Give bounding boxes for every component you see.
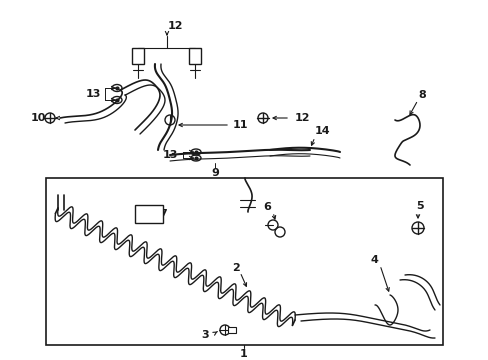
Bar — [132, 48, 143, 64]
Text: 5: 5 — [415, 201, 423, 211]
Text: 6: 6 — [263, 202, 270, 212]
Text: 13: 13 — [85, 89, 101, 99]
Text: 11: 11 — [232, 120, 247, 130]
Text: 12: 12 — [167, 21, 183, 31]
Text: 14: 14 — [314, 126, 329, 136]
Text: 10: 10 — [30, 113, 45, 123]
Bar — [227, 327, 236, 333]
Text: 1: 1 — [240, 349, 247, 359]
Text: 4: 4 — [369, 255, 377, 265]
Text: 9: 9 — [211, 168, 219, 178]
Text: 3: 3 — [201, 330, 208, 340]
Text: 2: 2 — [232, 263, 240, 273]
Text: 12: 12 — [294, 113, 309, 123]
Bar — [46, 178, 442, 345]
Text: 8: 8 — [417, 90, 425, 100]
Bar — [189, 48, 201, 64]
Text: 7: 7 — [159, 209, 166, 219]
Bar — [135, 205, 163, 223]
Text: 13: 13 — [162, 150, 177, 160]
